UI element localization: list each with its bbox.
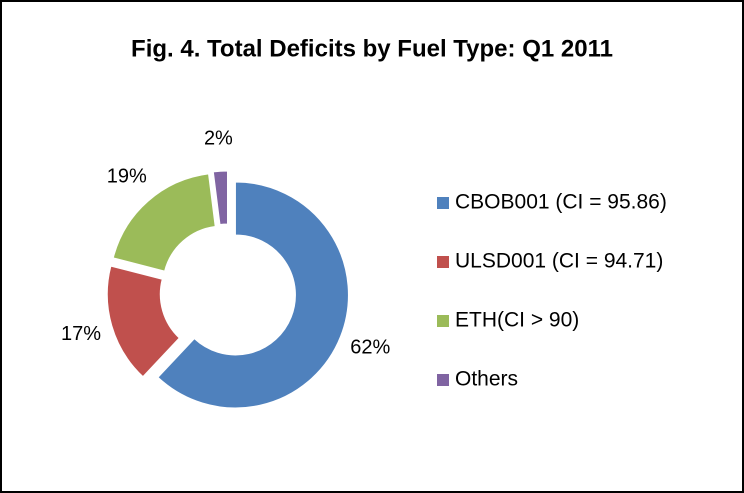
- donut-slice: [106, 265, 180, 378]
- legend-swatch: [437, 256, 449, 268]
- donut-slice: [212, 170, 228, 226]
- legend-swatch: [437, 197, 449, 209]
- data-label: 19%: [107, 166, 147, 188]
- legend-swatch: [437, 374, 449, 386]
- legend-label: CBOB001 (CI = 95.86): [455, 191, 667, 214]
- chart-title: Fig. 4. Total Deficits by Fuel Type: Q1 …: [131, 35, 613, 62]
- legend-label: Others: [455, 368, 518, 391]
- donut-slice: [157, 181, 349, 409]
- data-label: 2%: [204, 128, 233, 150]
- donut-slice: [112, 173, 216, 272]
- legend-label: ETH(CI > 90): [455, 309, 579, 332]
- data-label: 62%: [350, 337, 390, 359]
- legend-label: ULSD001 (CI = 94.71): [455, 250, 663, 273]
- legend-swatch: [437, 315, 449, 327]
- data-label: 17%: [61, 323, 101, 345]
